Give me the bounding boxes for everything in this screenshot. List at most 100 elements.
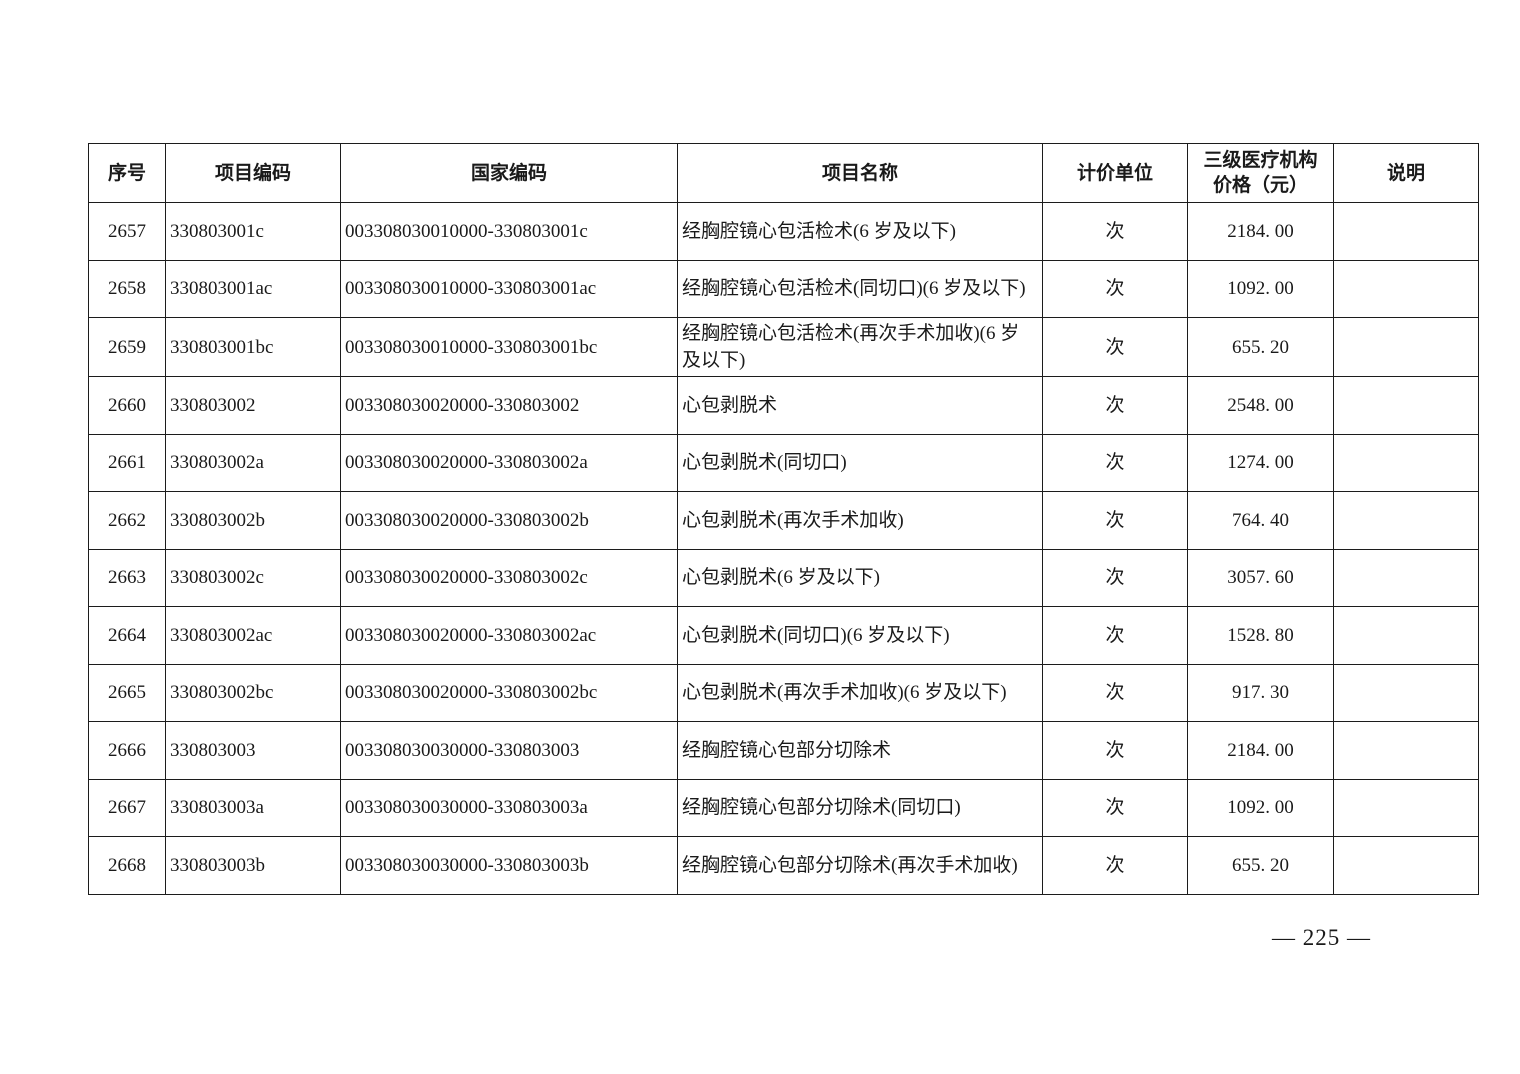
table-row: 2667 330803003a 003308030030000-330803003a… [88,778,1479,837]
table-row: 2665 330803002bc 003308030020000-330803002… [88,663,1479,722]
cell-item_name: 经胸腔镜心包活检术(同切口)(6 岁及以下) [677,259,1043,318]
cell-unit: 次 [1042,836,1188,895]
cell-national_code: 003308030010000-330803001c [340,202,678,261]
cell-item_code: 330803003a [165,778,341,837]
cell-item_code: 330803002b [165,491,341,550]
cell-item_code: 330803001bc [165,317,341,377]
cell-national_code: 003308030020000-330803002a [340,433,678,492]
table-body: 2657 330803001c 003308030010000-330803001c… [88,202,1479,895]
cell-seq: 2658 [88,259,166,318]
cell-item_code: 330803002c [165,548,341,607]
cell-seq: 2660 [88,376,166,435]
cell-national_code: 003308030030000-330803003 [340,721,678,780]
cell-item_name: 经胸腔镜心包活检术(再次手术加收)(6 岁及以下) [677,317,1043,377]
cell-item_name: 经胸腔镜心包部分切除术(同切口) [677,778,1043,837]
cell-national_code: 003308030020000-330803002bc [340,663,678,722]
cell-seq: 2657 [88,202,166,261]
cell-unit: 次 [1042,548,1188,607]
cell-price: 1092. 00 [1187,259,1334,318]
cell-price: 3057. 60 [1187,548,1334,607]
table-row: 2658 330803001ac 003308030010000-330803001… [88,259,1479,318]
cell-national_code: 003308030020000-330803002ac [340,606,678,665]
column-header-unit: 计价单位 [1042,143,1188,203]
cell-unit: 次 [1042,259,1188,318]
cell-national_code: 003308030030000-330803003a [340,778,678,837]
cell-item_name: 经胸腔镜心包部分切除术 [677,721,1043,780]
cell-national_code: 003308030010000-330803001bc [340,317,678,377]
cell-seq: 2667 [88,778,166,837]
cell-note [1333,317,1479,377]
cell-unit: 次 [1042,721,1188,780]
cell-item_code: 330803002bc [165,663,341,722]
cell-seq: 2661 [88,433,166,492]
cell-price: 2548. 00 [1187,376,1334,435]
cell-seq: 2666 [88,721,166,780]
column-header-national_code: 国家编码 [340,143,678,203]
cell-national_code: 003308030010000-330803001ac [340,259,678,318]
cell-seq: 2668 [88,836,166,895]
table-header-row: 序号 项目编码 国家编码 项目名称 计价单位 三级医疗机构 价格（元） 说明 [88,143,1479,203]
cell-price: 1092. 00 [1187,778,1334,837]
table-row: 2662 330803002b 003308030020000-330803002b… [88,491,1479,550]
cell-price: 2184. 00 [1187,721,1334,780]
cell-seq: 2665 [88,663,166,722]
cell-national_code: 003308030020000-330803002b [340,491,678,550]
column-header-item_code: 项目编码 [165,143,341,203]
cell-price: 1528. 80 [1187,606,1334,665]
table-row: 2666 330803003 003308030030000-330803003 经胸… [88,721,1479,780]
table-row: 2663 330803002c 003308030020000-330803002c… [88,548,1479,607]
table-row: 2661 330803002a 003308030020000-330803002a… [88,433,1479,492]
cell-note [1333,259,1479,318]
cell-unit: 次 [1042,606,1188,665]
cell-item_code: 330803002a [165,433,341,492]
table-row: 2657 330803001c 003308030010000-330803001c… [88,202,1479,261]
cell-item_code: 330803003b [165,836,341,895]
cell-seq: 2664 [88,606,166,665]
cell-national_code: 003308030020000-330803002 [340,376,678,435]
table-row: 2660 330803002 003308030020000-330803002 心包… [88,376,1479,435]
cell-item_name: 心包剥脱术(再次手术加收) [677,491,1043,550]
cell-item_code: 330803003 [165,721,341,780]
cell-item_name: 心包剥脱术(同切口)(6 岁及以下) [677,606,1043,665]
cell-note [1333,433,1479,492]
cell-unit: 次 [1042,376,1188,435]
table-row: 2664 330803002ac 003308030020000-330803002… [88,606,1479,665]
cell-price: 1274. 00 [1187,433,1334,492]
cell-seq: 2659 [88,317,166,377]
table-row: 2668 330803003b 003308030030000-330803003b… [88,836,1479,895]
cell-item_code: 330803001ac [165,259,341,318]
cell-item_name: 心包剥脱术(再次手术加收)(6 岁及以下) [677,663,1043,722]
cell-item_code: 330803001c [165,202,341,261]
cell-note [1333,606,1479,665]
cell-item_name: 经胸腔镜心包部分切除术(再次手术加收) [677,836,1043,895]
cell-seq: 2662 [88,491,166,550]
cell-national_code: 003308030020000-330803002c [340,548,678,607]
column-header-item_name: 项目名称 [677,143,1043,203]
cell-unit: 次 [1042,317,1188,377]
price-table: 序号 项目编码 国家编码 项目名称 计价单位 三级医疗机构 价格（元） 说明 2657 330… [88,143,1479,895]
cell-item_name: 心包剥脱术(6 岁及以下) [677,548,1043,607]
cell-note [1333,721,1479,780]
cell-unit: 次 [1042,202,1188,261]
cell-price: 764. 40 [1187,491,1334,550]
column-header-note: 说明 [1333,143,1479,203]
cell-note [1333,778,1479,837]
cell-note [1333,548,1479,607]
cell-price: 2184. 00 [1187,202,1334,261]
cell-price: 655. 20 [1187,317,1334,377]
cell-item_code: 330803002ac [165,606,341,665]
cell-price: 917. 30 [1187,663,1334,722]
cell-seq: 2663 [88,548,166,607]
column-header-price: 三级医疗机构 价格（元） [1187,143,1334,203]
cell-note [1333,836,1479,895]
cell-item_code: 330803002 [165,376,341,435]
cell-unit: 次 [1042,433,1188,492]
cell-note [1333,376,1479,435]
column-header-seq: 序号 [88,143,166,203]
cell-national_code: 003308030030000-330803003b [340,836,678,895]
table-row: 2659 330803001bc 003308030010000-330803001… [88,317,1479,377]
cell-note [1333,663,1479,722]
cell-unit: 次 [1042,491,1188,550]
page-number: — 225 — [1272,925,1371,950]
